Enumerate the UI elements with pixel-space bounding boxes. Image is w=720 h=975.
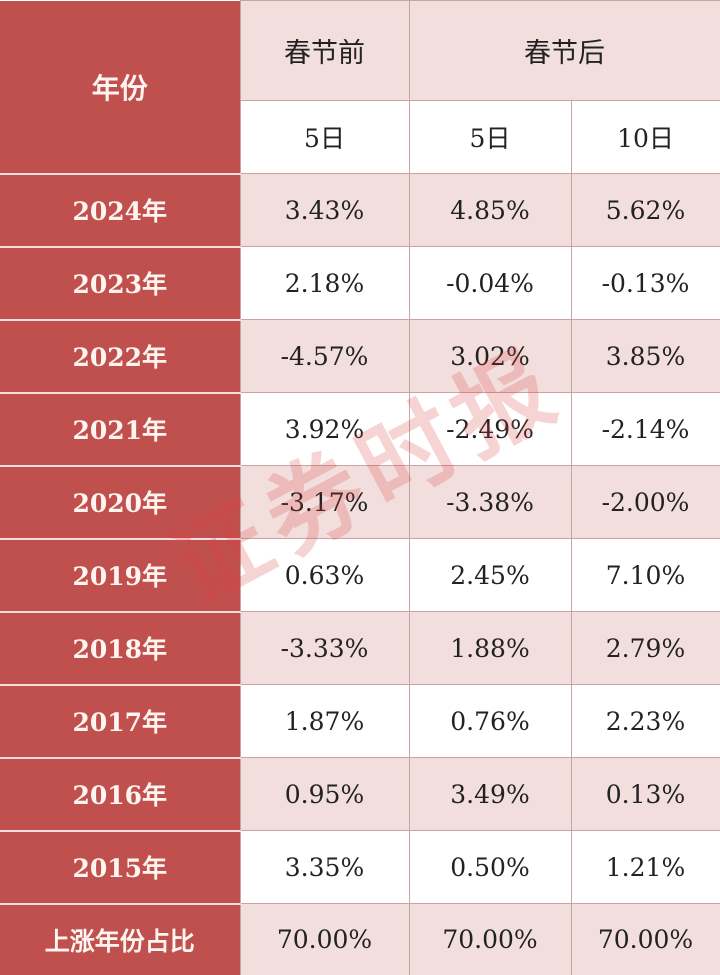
sub-header-before-5d: 5日 — [239, 100, 410, 174]
value-cell: 3.92% — [239, 392, 410, 466]
table-row: 2024年 3.43% 4.85% 5.62% — [0, 173, 720, 248]
value-cell: 0.95% — [239, 757, 410, 831]
sub-header-after-5d: 5日 — [408, 100, 572, 174]
table-row: 2018年 -3.33% 1.88% 2.79% — [0, 611, 720, 686]
header-row-groups: 年份 春节前 春节后 — [0, 0, 720, 175]
value-cell: 5.62% — [570, 173, 720, 247]
value-cell: 2.79% — [570, 611, 720, 685]
table-row: 2015年 3.35% 0.50% 1.21% — [0, 830, 720, 905]
table-row: 2016年 0.95% 3.49% 0.13% — [0, 757, 720, 832]
row-year: 2016年 — [0, 757, 240, 832]
table-row: 2019年 0.63% 2.45% 7.10% — [0, 538, 720, 613]
row-year: 2018年 — [0, 611, 240, 686]
table-row: 2022年 -4.57% 3.02% 3.85% — [0, 319, 720, 394]
row-year: 2015年 — [0, 830, 240, 905]
summary-value: 70.00% — [408, 903, 572, 975]
group-header-before: 春节前 — [239, 0, 410, 101]
table-row: 2017年 1.87% 0.76% 2.23% — [0, 684, 720, 759]
value-cell: 2.23% — [570, 684, 720, 758]
summary-value: 70.00% — [239, 903, 410, 975]
value-cell: 0.50% — [408, 830, 572, 904]
header-row-days: 5日 5日 10日 — [0, 100, 720, 174]
value-cell: 3.35% — [239, 830, 410, 904]
row-year: 2023年 — [0, 246, 240, 321]
row-year: 2019年 — [0, 538, 240, 613]
value-cell: 3.49% — [408, 757, 572, 831]
value-cell: 2.18% — [239, 246, 410, 320]
value-cell: -3.17% — [239, 465, 410, 539]
value-cell: -0.13% — [570, 246, 720, 320]
value-cell: 0.63% — [239, 538, 410, 612]
value-cell: -2.14% — [570, 392, 720, 466]
value-cell: 1.87% — [239, 684, 410, 758]
row-year: 2020年 — [0, 465, 240, 540]
value-cell: 2.45% — [408, 538, 572, 612]
value-cell: 3.02% — [408, 319, 572, 393]
value-cell: 1.88% — [408, 611, 572, 685]
group-header-after: 春节后 — [408, 0, 720, 101]
value-cell: 3.43% — [239, 173, 410, 247]
value-cell: 3.85% — [570, 319, 720, 393]
value-cell: -3.38% — [408, 465, 572, 539]
value-cell: -4.57% — [239, 319, 410, 393]
value-cell: -2.00% — [570, 465, 720, 539]
summary-value: 70.00% — [570, 903, 720, 975]
row-year: 2021年 — [0, 392, 240, 467]
value-cell: 4.85% — [408, 173, 572, 247]
summary-label: 上涨年份占比 — [0, 903, 240, 975]
row-year: 2022年 — [0, 319, 240, 394]
row-year: 2017年 — [0, 684, 240, 759]
sub-header-after-10d: 10日 — [570, 100, 720, 174]
row-year: 2024年 — [0, 173, 240, 248]
value-cell: 0.13% — [570, 757, 720, 831]
value-cell: -2.49% — [408, 392, 572, 466]
value-cell: 1.21% — [570, 830, 720, 904]
value-cell: 0.76% — [408, 684, 572, 758]
summary-row: 上涨年份占比 70.00% 70.00% 70.00% — [0, 903, 720, 975]
table-row: 2021年 3.92% -2.49% -2.14% — [0, 392, 720, 467]
year-column-header: 年份 — [0, 0, 240, 175]
value-cell: -0.04% — [408, 246, 572, 320]
table-row: 2023年 2.18% -0.04% -0.13% — [0, 246, 720, 321]
value-cell: 7.10% — [570, 538, 720, 612]
value-cell: -3.33% — [239, 611, 410, 685]
table-row: 2020年 -3.17% -3.38% -2.00% — [0, 465, 720, 540]
